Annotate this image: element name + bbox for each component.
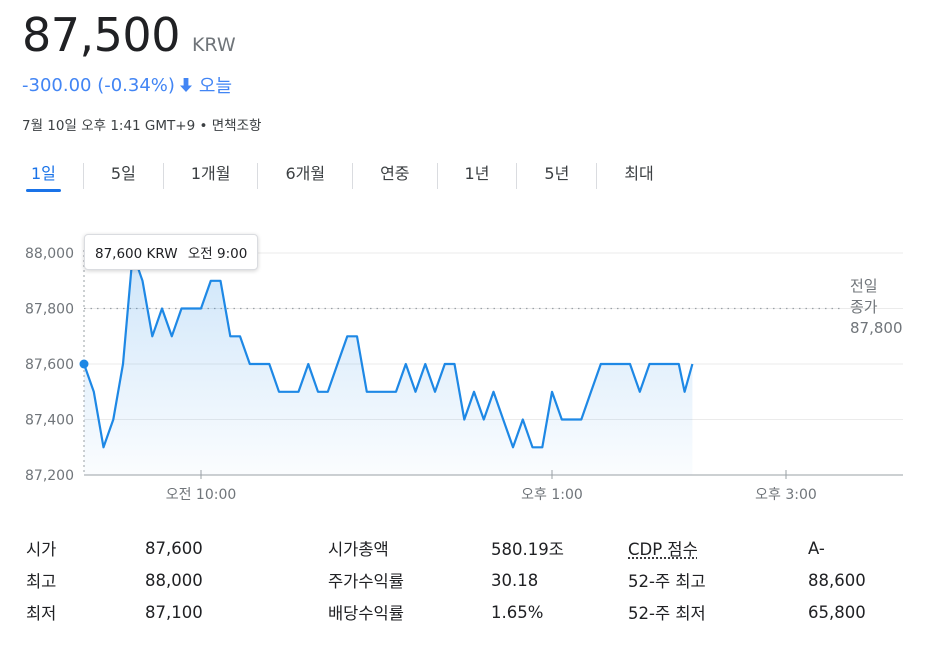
timestamp: 7월 10일 오후 1:41 GMT+9 — [22, 118, 196, 134]
prev-close-value: 87,800 — [850, 319, 903, 337]
y-tick-label: 87,200 — [25, 468, 74, 484]
timestamp-row: 7월 10일 오후 1:41 GMT+9 • 면책조항 — [22, 114, 261, 134]
tab-divider — [162, 163, 164, 189]
stat-value: A- — [808, 538, 825, 558]
hover-point — [79, 359, 89, 369]
stat-label: 시가총액 — [328, 540, 389, 559]
stat-label: 52-주 최고 — [628, 572, 706, 591]
currency-label: KRW — [191, 34, 236, 56]
tab-divider — [436, 163, 438, 189]
x-tick-label: 오후 3:00 — [755, 487, 817, 503]
x-tick-label: 오전 10:00 — [166, 487, 237, 503]
tab-6m[interactable]: 6개월 — [285, 164, 326, 183]
price-line — [82, 251, 694, 449]
y-tick-label: 87,800 — [25, 302, 74, 318]
hover-tooltip: 87,600 KRW 오전 9:00 — [84, 234, 259, 270]
tab-divider — [352, 163, 354, 189]
prev-close-label-2: 종가 — [850, 298, 878, 316]
stat-value: 87,100 — [145, 602, 203, 622]
tab-divider — [82, 163, 84, 189]
tab-5d[interactable]: 5일 — [110, 164, 136, 183]
stat-value: 65,800 — [808, 602, 866, 622]
stat-row: 시가 87,600 시가총액 580.19조 CDP 점수 A- — [26, 532, 906, 564]
tab-divider — [516, 163, 518, 189]
y-tick-label: 88,000 — [25, 246, 74, 262]
cdp-score-link[interactable]: CDP 점수 — [628, 540, 698, 559]
previous-close: 전일 종가 87,800 — [850, 276, 903, 339]
stat-label: 52-주 최저 — [628, 604, 706, 623]
stat-label: 주가수익률 — [328, 572, 404, 591]
tab-max[interactable]: 최대 — [624, 164, 654, 183]
range-tabs: 1일 5일 1개월 6개월 연중 1년 5년 최대 — [22, 160, 663, 192]
stat-label: 최고 — [26, 572, 57, 591]
tooltip-time: 오전 9:00 — [187, 246, 248, 262]
arrow-down-icon — [179, 77, 193, 93]
tab-1m[interactable]: 1개월 — [190, 164, 231, 183]
stat-label: 배당수익률 — [328, 604, 404, 623]
current-price: 87,500 — [22, 8, 180, 62]
stat-value: 87,600 — [145, 538, 203, 558]
tab-divider — [257, 163, 259, 189]
tab-1d[interactable]: 1일 — [22, 160, 65, 192]
tab-ytd[interactable]: 연중 — [380, 164, 410, 183]
stat-value: 88,600 — [808, 570, 866, 590]
stat-row: 최고 88,000 주가수익률 30.18 52-주 최고 88,600 — [26, 564, 906, 596]
intraday-price-chart[interactable]: 88,000 87,800 87,600 87,400 87,200 오전 10:00 오후… — [0, 205, 950, 505]
x-tick-label: 오후 1:00 — [521, 487, 583, 503]
stat-value: 88,000 — [145, 570, 203, 590]
key-stats-table: 시가 87,600 시가총액 580.19조 CDP 점수 A- 최고 88,0… — [26, 532, 906, 628]
tooltip-value: 87,600 KRW — [95, 246, 178, 262]
separator-dot: • — [199, 118, 208, 134]
stat-value: 1.65% — [491, 602, 544, 622]
stat-row: 최저 87,100 배당수익률 1.65% 52-주 최저 65,800 — [26, 596, 906, 628]
stat-label: 최저 — [26, 604, 57, 623]
stat-value: 30.18 — [491, 570, 539, 590]
stat-value: 580.19조 — [491, 540, 564, 559]
price-header: 87,500 KRW — [22, 8, 236, 62]
stat-label: 시가 — [26, 540, 57, 559]
tab-5y[interactable]: 5년 — [544, 164, 570, 183]
tab-divider — [596, 163, 598, 189]
prev-close-label-1: 전일 — [850, 277, 878, 295]
disclaimer-link[interactable]: 면책조항 — [211, 118, 262, 134]
price-change: -300.00 (-0.34%) 오늘 — [22, 72, 232, 98]
tab-1y[interactable]: 1년 — [464, 164, 490, 183]
change-value: -300.00 (-0.34%) — [22, 74, 175, 96]
y-tick-label: 87,600 — [25, 357, 74, 373]
change-period: 오늘 — [198, 76, 233, 97]
price-area — [84, 253, 693, 475]
y-tick-label: 87,400 — [25, 413, 74, 429]
